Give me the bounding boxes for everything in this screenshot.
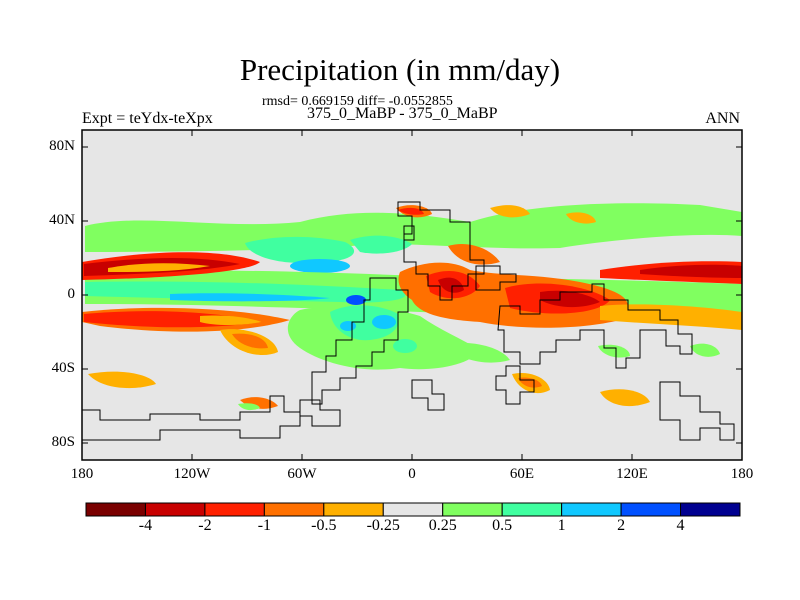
lat-label-40s: 40S [51, 360, 75, 376]
colorbar-label-4: -0.25 [366, 517, 400, 534]
lon-label-180e: 180 [730, 466, 754, 482]
colorbar-box-4 [323, 502, 384, 517]
colorbar-label-3: -0.5 [311, 517, 337, 534]
lon-label-60e: 60E [509, 466, 535, 482]
lon-label-120e: 120E [616, 466, 648, 482]
colorbar-box-1 [144, 502, 206, 517]
diff-value: -0.0552855 [388, 94, 453, 109]
lon-label-120w: 120W [173, 466, 211, 482]
colorbar-label-0: -4 [138, 517, 153, 534]
colorbar [85, 502, 741, 517]
colorbar-label-6: 0.5 [492, 517, 513, 534]
colorbar-box-2 [204, 502, 265, 517]
colorbar-label-8: 2 [617, 517, 626, 534]
colorbar-label-5: 0.25 [428, 517, 457, 534]
colorbar-box-9 [620, 502, 682, 517]
experiment-label: Expt = teYdx-teXpx [82, 110, 213, 127]
lon-label-0: 0 [408, 466, 416, 482]
coastline-outlines [82, 201, 735, 441]
case-label: 375_0_MaBP - 375_0_MaBP [307, 105, 498, 122]
season-label: ANN [705, 110, 740, 127]
colorbar-box-8 [561, 502, 622, 517]
colorbar-box-3 [263, 502, 325, 517]
lat-label-0: 0 [67, 286, 76, 302]
lat-label-80n: 80N [49, 138, 75, 154]
colorbar-label-1: -2 [198, 517, 212, 534]
plot-title: Precipitation (in mm/day) [239, 52, 561, 87]
lon-label-180w: 180 [70, 466, 94, 482]
colorbar-box-0 [85, 502, 146, 517]
colorbar-box-5 [382, 502, 444, 517]
stats-line: rmsd= 0.669159 diff= -0.0552855 [262, 94, 453, 109]
lat-label-40n: 40N [49, 212, 75, 228]
colorbar-label-9: 4 [676, 517, 685, 534]
colorbar-box-10 [680, 502, 741, 517]
colorbar-label-2: -1 [257, 517, 272, 534]
colorbar-box-7 [501, 502, 563, 517]
lon-label-60w: 60W [287, 466, 317, 482]
colorbar-box-6 [442, 502, 503, 517]
colorbar-label-7: 1 [557, 517, 566, 534]
axis-ticks [82, 130, 742, 460]
lat-label-80s: 80S [51, 434, 75, 450]
rmsd-value: 0.669159 [301, 94, 354, 109]
